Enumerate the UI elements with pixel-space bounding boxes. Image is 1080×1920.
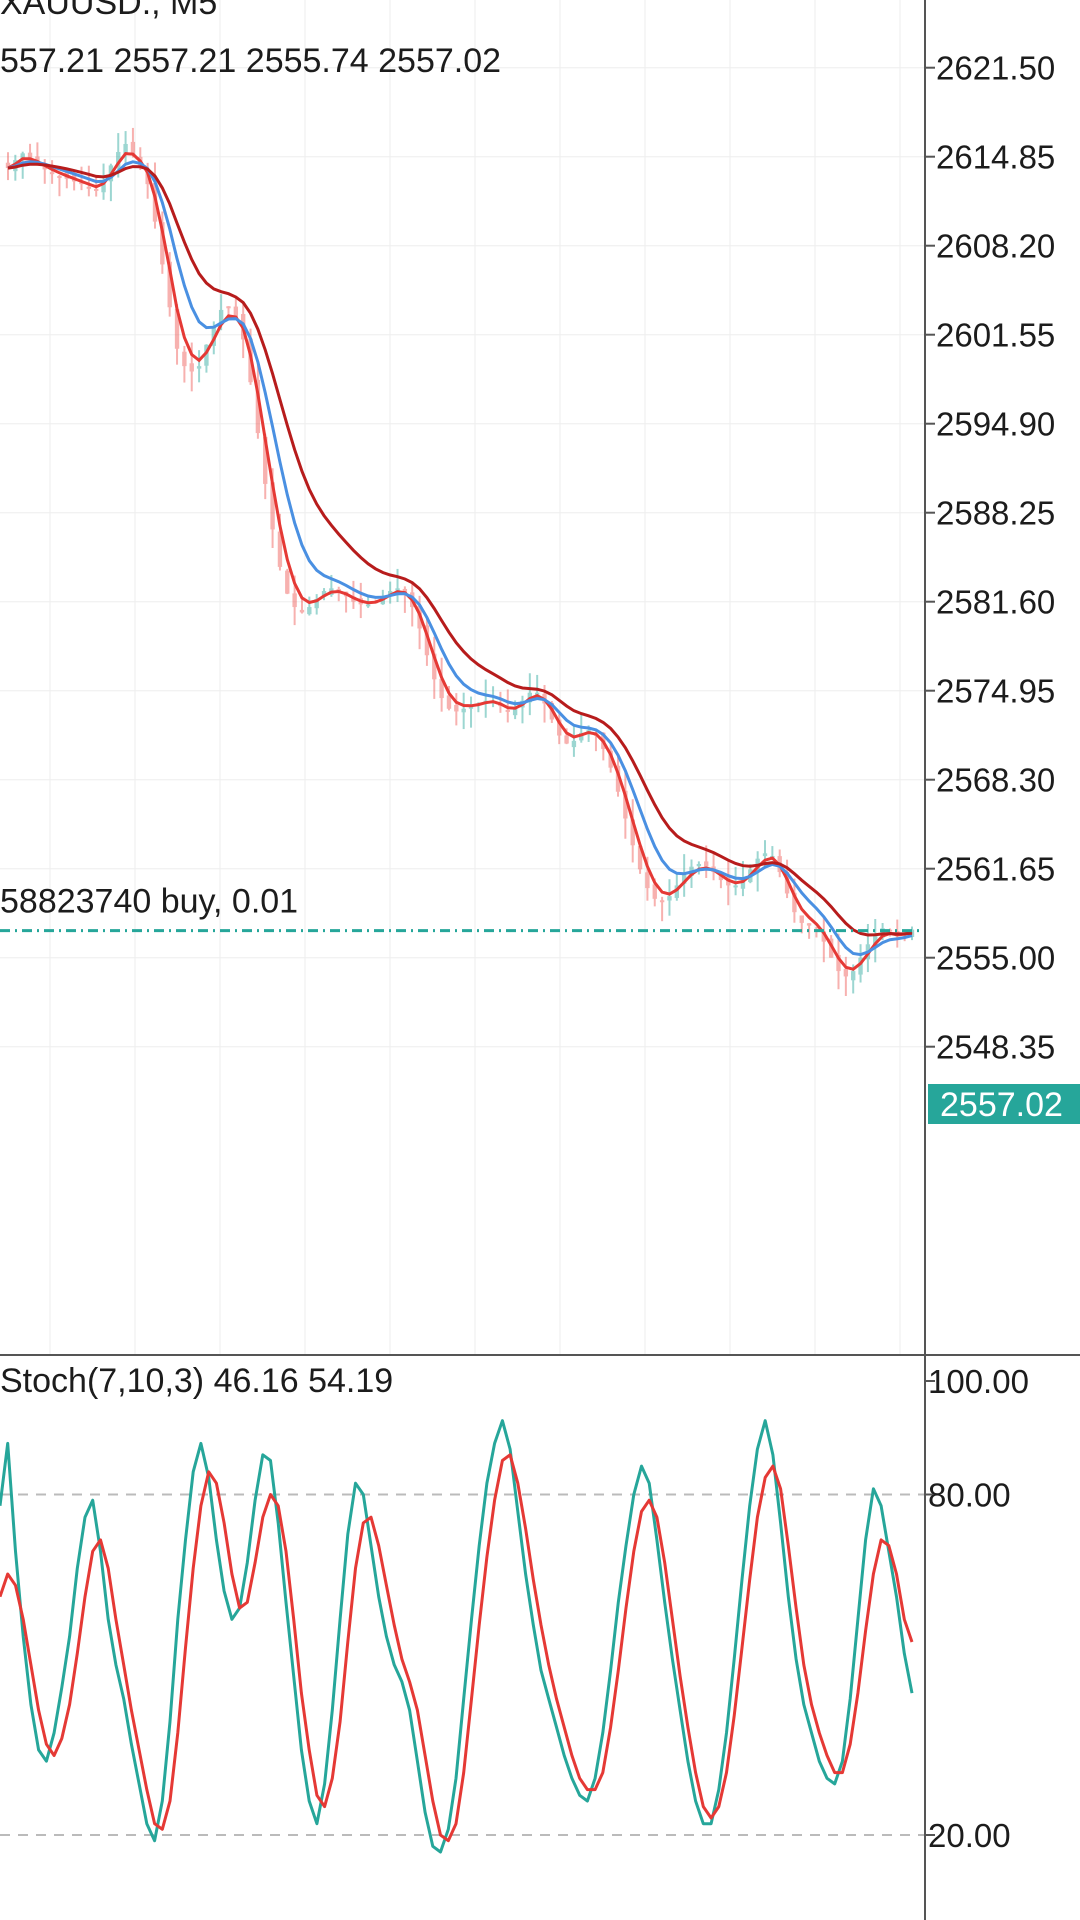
price-tick-label: 2555.00 [936, 940, 1055, 977]
candle [57, 174, 62, 197]
stochastic-lines [0, 1419, 925, 1854]
candle [226, 306, 231, 315]
price-tick-label: 2561.65 [936, 851, 1055, 888]
candle [454, 693, 459, 726]
current-price-label: 2557.02 [940, 1086, 1063, 1124]
candle [733, 866, 738, 896]
stoch-tick-label: 80.00 [928, 1477, 1011, 1514]
candle [439, 657, 444, 712]
candle [299, 599, 305, 614]
candle [86, 165, 92, 197]
candle [387, 581, 393, 604]
candle [571, 725, 577, 757]
stoch-axis: 100.00 80.00 20.00 [925, 1363, 1029, 1854]
price-tick-label: 2548.35 [936, 1029, 1055, 1066]
price-tick-label: 2594.90 [936, 406, 1055, 443]
order-line-label: 58823740 buy, 0.01 [0, 883, 298, 921]
candle [623, 771, 628, 839]
stoch-tick-label: 100.00 [928, 1363, 1029, 1400]
price-tick-label: 2608.20 [936, 228, 1055, 265]
candle [5, 152, 11, 181]
candle [49, 160, 55, 184]
candle [182, 345, 187, 383]
candle [630, 799, 635, 863]
candle [314, 594, 319, 615]
price-tick-label: 2574.95 [936, 673, 1055, 710]
candle [505, 689, 510, 723]
candle [424, 616, 430, 666]
candle [674, 872, 680, 901]
candle [395, 568, 400, 602]
candle [307, 596, 312, 616]
moving-averages [7, 152, 913, 971]
price-tick-label: 2621.50 [936, 50, 1055, 87]
candle [821, 917, 826, 963]
ma-mid-line [7, 160, 913, 957]
candle [204, 344, 209, 373]
candle [836, 933, 841, 990]
candle [659, 896, 665, 922]
price-tick-label: 2601.55 [936, 317, 1055, 354]
grid [0, 0, 925, 1355]
current-price-tag: 2557.02 [928, 1084, 1080, 1124]
candle [285, 568, 290, 595]
candle [160, 211, 165, 274]
candle [843, 956, 849, 997]
stoch-title: Stoch(7,10,3) 46.16 54.19 [0, 1362, 393, 1400]
ohlc-values: 557.21 2557.21 2555.74 2557.02 [0, 42, 501, 80]
candle [792, 878, 797, 923]
candle [468, 696, 474, 728]
price-axis: 2621.50 2614.85 2608.20 2601.55 2594.90 2588.… [925, 50, 1055, 1066]
stoch-tick-label: 20.00 [928, 1817, 1011, 1854]
symbol-title: XAUUSD., M5 [0, 0, 217, 22]
order-line[interactable]: 58823740 buy, 0.01 [0, 883, 922, 933]
candle [557, 714, 562, 745]
stoch-main-line [0, 1419, 914, 1854]
candle [321, 588, 327, 601]
candle [534, 674, 540, 698]
candle [196, 350, 202, 383]
price-tick-label: 2614.85 [936, 139, 1055, 176]
candle [806, 923, 812, 939]
stoch-signal-line [0, 1453, 914, 1843]
ma-slow-line [7, 162, 913, 937]
candle [123, 131, 128, 163]
candle [461, 692, 466, 730]
price-tick-label: 2568.30 [936, 762, 1055, 799]
price-tick-label: 2581.60 [936, 584, 1055, 621]
candle [681, 854, 687, 897]
price-tick-label: 2588.25 [936, 495, 1055, 532]
candle [667, 879, 672, 916]
candle [189, 342, 194, 392]
candle [873, 919, 878, 963]
candle [432, 636, 437, 699]
current-price-tag-bg [928, 1084, 1080, 1124]
